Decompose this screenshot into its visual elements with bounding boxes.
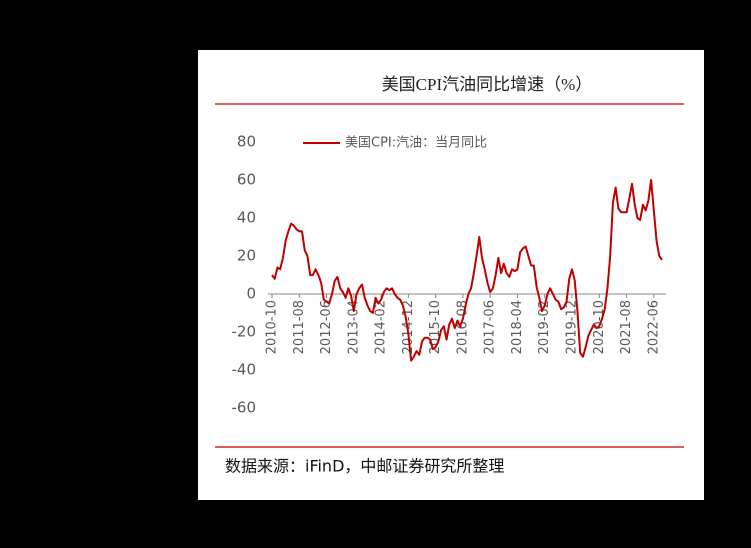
y-tick-label: 80 <box>237 133 256 151</box>
x-tick-label: 2017-06 <box>483 300 498 354</box>
legend-label: 美国CPI:汽油：当月同比 <box>345 136 487 151</box>
panel <box>198 50 704 500</box>
x-tick-label: 2018-04 <box>510 300 525 354</box>
x-tick-label: 2010-10 <box>265 300 280 354</box>
x-tick-label: 2021-08 <box>619 300 634 354</box>
x-tick-label: 2013-04 <box>346 300 361 354</box>
chart-title: 美国CPI汽油同比增速（%） <box>382 75 593 94</box>
y-tick-label: -20 <box>232 323 257 341</box>
x-tick-label: 2011-08 <box>292 300 307 354</box>
data-line <box>271 179 663 362</box>
y-tick-label: -60 <box>232 399 257 417</box>
x-tick-label: 2016-08 <box>455 300 470 354</box>
y-tick-label: 20 <box>237 247 256 265</box>
y-tick-label: -40 <box>232 361 257 379</box>
x-tick-label: 2022-06 <box>646 300 661 354</box>
y-tick-label: 60 <box>237 171 256 189</box>
x-tick-label: 2014-02 <box>374 300 389 354</box>
x-tick-label: 2012-06 <box>319 300 334 354</box>
x-tick-label: 2019-12 <box>565 300 580 354</box>
x-tick-label: 2019-02 <box>537 300 552 354</box>
source-note: 数据来源：iFinD，中邮证券研究所整理 <box>225 457 504 476</box>
y-tick-label: 0 <box>246 285 256 303</box>
y-tick-label: 40 <box>237 209 256 227</box>
